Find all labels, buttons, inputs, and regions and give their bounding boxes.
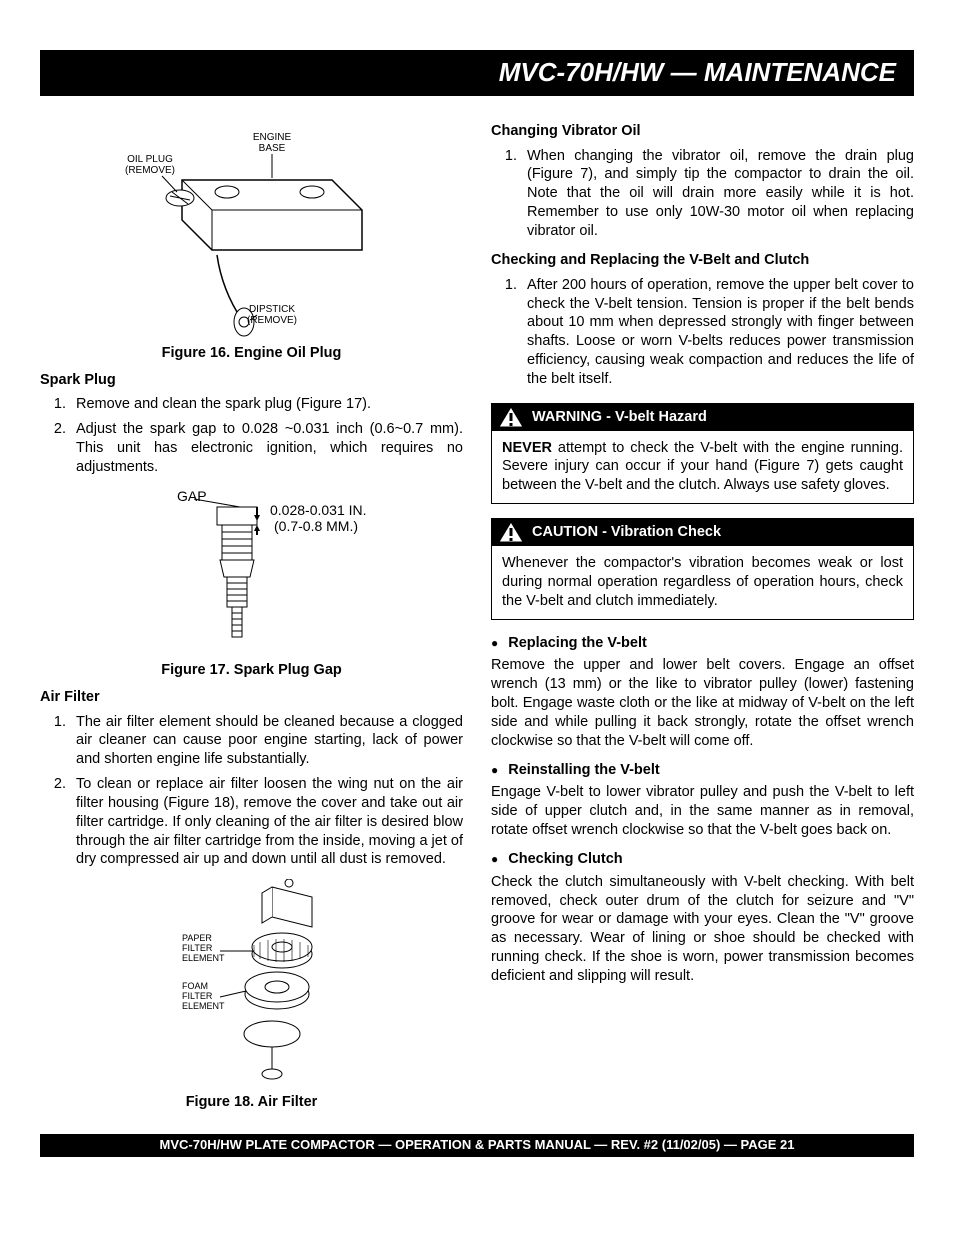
svg-text:ENGINE: ENGINE [252,132,291,143]
caution-head: CAUTION - Vibration Check [492,519,913,546]
replace-vbelt-heading: Replacing the V-belt [491,634,914,653]
svg-text:0.028-0.031 IN.: 0.028-0.031 IN. [270,502,367,518]
spark-plug-heading: Spark Plug [40,371,463,390]
list-item: To clean or replace air filter loosen th… [70,775,463,869]
svg-text:(REMOVE): (REMOVE) [125,165,175,176]
footer-bar: MVC-70H/HW PLATE COMPACTOR — OPERATION &… [40,1134,914,1157]
caution-callout: CAUTION - Vibration Check Whenever the c… [491,518,914,619]
svg-text:PAPER: PAPER [182,933,212,943]
spark-plug-list: Remove and clean the spark plug (Figure … [40,395,463,476]
svg-text:GAP: GAP [177,488,207,504]
warning-head: WARNING - V-belt Hazard [492,404,913,431]
svg-text:BASE: BASE [258,143,285,154]
left-column: ENGINE BASE OIL PLUG (REMOVE) DIPSTICK (… [40,114,463,1120]
figure-16-caption: Figure 16. Engine Oil Plug [40,344,463,363]
vbelt-list: After 200 hours of operation, remove the… [491,276,914,389]
warning-body: NEVER attempt to check the V-belt with t… [492,431,913,504]
svg-text:FOAM: FOAM [182,981,208,991]
svg-text:FILTER: FILTER [182,991,213,1001]
caution-body: Whenever the compactor's vibration becom… [492,546,913,619]
svg-text:FILTER: FILTER [182,943,213,953]
reinstall-vbelt-heading: Reinstalling the V-belt [491,761,914,780]
svg-text:(0.7-0.8 MM.): (0.7-0.8 MM.) [274,518,358,534]
warning-callout: WARNING - V-belt Hazard NEVER attempt to… [491,403,914,504]
svg-text:OIL PLUG: OIL PLUG [127,154,173,165]
svg-text:ELEMENT: ELEMENT [182,1001,225,1011]
figure-17-caption: Figure 17. Spark Plug Gap [40,661,463,680]
vbelt-heading: Checking and Replacing the V-Belt and Cl… [491,251,914,270]
changing-oil-list: When changing the vibrator oil, remove t… [491,147,914,241]
figure-18-caption: Figure 18. Air Filter [40,1093,463,1112]
figure-18: PAPER FILTER ELEMENT FOAM FILTER ELEMENT [40,879,463,1089]
figure-16: ENGINE BASE OIL PLUG (REMOVE) DIPSTICK (… [40,120,463,340]
header-title: MVC-70H/HW — MAINTENANCE [499,57,896,87]
svg-text:DIPSTICK: DIPSTICK [248,304,294,315]
warning-icon [498,406,524,428]
warning-title: WARNING - V-belt Hazard [532,409,707,425]
air-filter-list: The air filter element should be cleaned… [40,713,463,870]
columns: ENGINE BASE OIL PLUG (REMOVE) DIPSTICK (… [40,114,914,1120]
page: MVC-70H/HW — MAINTENANCE [0,0,954,1177]
list-item: Adjust the spark gap to 0.028 ~0.031 inc… [70,420,463,477]
right-column: Changing Vibrator Oil When changing the … [491,114,914,1120]
warning-text: attempt to check the V-belt with the eng… [502,440,903,494]
changing-oil-heading: Changing Vibrator Oil [491,122,914,141]
list-item: Remove and clean the spark plug (Figure … [70,395,463,414]
replace-vbelt-body: Remove the upper and lower belt covers. … [491,656,914,750]
header-bar: MVC-70H/HW — MAINTENANCE [40,50,914,96]
svg-text:ELEMENT: ELEMENT [182,953,225,963]
footer-text: MVC-70H/HW PLATE COMPACTOR — OPERATION &… [160,1137,795,1152]
list-item: When changing the vibrator oil, remove t… [521,147,914,241]
reinstall-vbelt-body: Engage V-belt to lower vibrator pulley a… [491,783,914,840]
clutch-body: Check the clutch simultaneously with V-b… [491,873,914,986]
air-filter-heading: Air Filter [40,688,463,707]
list-item: The air filter element should be cleaned… [70,713,463,770]
caution-title: CAUTION - Vibration Check [532,524,721,540]
list-item: After 200 hours of operation, remove the… [521,276,914,389]
caution-icon [498,521,524,543]
warning-never: NEVER [502,440,552,456]
clutch-heading: Checking Clutch [491,850,914,869]
figure-17: GAP 0.028-0.031 IN. (0.7-0.8 MM.) [40,487,463,657]
